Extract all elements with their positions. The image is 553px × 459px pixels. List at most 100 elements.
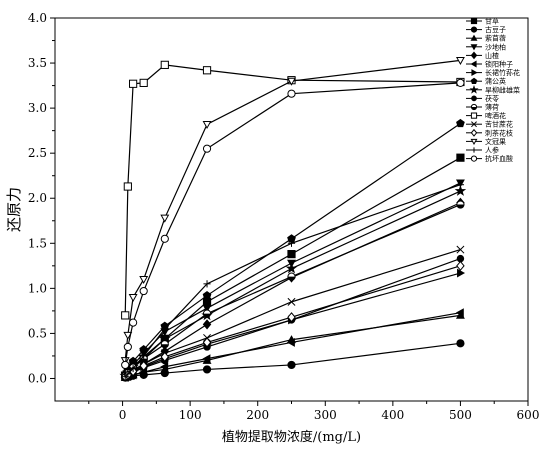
legend-entry: 文冠果 bbox=[466, 137, 506, 146]
series-marker bbox=[123, 182, 132, 191]
legend-entry: 茯苓 bbox=[466, 94, 499, 103]
x-tick-label: 200 bbox=[246, 408, 269, 422]
legend-label: 紫苜蓿 bbox=[485, 34, 506, 43]
series-marker bbox=[470, 155, 478, 162]
series-marker bbox=[470, 34, 478, 41]
series-marker bbox=[202, 354, 211, 364]
legend-entry: 啤酒花 bbox=[466, 111, 506, 120]
series-15 bbox=[120, 56, 465, 366]
x-tick-label: 100 bbox=[179, 408, 202, 422]
series-marker bbox=[470, 51, 478, 60]
series-marker bbox=[160, 351, 170, 362]
legend-entry: 人参 bbox=[466, 146, 499, 155]
y-axis-label: 还原力 bbox=[5, 187, 23, 232]
axes-layer: 0 100 200 300 400 500 600 0.0 0.5 1.0 1.5 2.0 2.5 3.0… bbox=[28, 11, 540, 422]
series-marker bbox=[471, 121, 477, 128]
y-tick-label: 3.5 bbox=[28, 56, 47, 70]
legend-entry: 蒲公英 bbox=[466, 77, 506, 86]
series-marker bbox=[120, 357, 130, 366]
legend-entry: 旱柳雌雄菜 bbox=[466, 85, 520, 94]
series-marker bbox=[202, 319, 212, 330]
series-marker bbox=[160, 234, 169, 243]
legend-label: 刺茶花枝 bbox=[485, 128, 513, 137]
series-11 bbox=[121, 200, 465, 380]
x-tick-label: 300 bbox=[314, 408, 337, 422]
series-marker bbox=[287, 297, 296, 306]
series-line bbox=[124, 59, 461, 361]
series-marker bbox=[456, 78, 465, 87]
series-marker bbox=[456, 204, 465, 209]
series-marker bbox=[287, 360, 296, 370]
series-marker bbox=[139, 360, 148, 371]
series-line bbox=[124, 190, 461, 377]
series-marker bbox=[202, 66, 212, 75]
series-marker bbox=[471, 95, 477, 102]
series-marker bbox=[471, 107, 477, 110]
series-marker bbox=[454, 185, 467, 196]
series-line bbox=[124, 184, 461, 378]
series-line bbox=[124, 272, 461, 377]
series-marker bbox=[202, 120, 212, 129]
series-line bbox=[124, 82, 461, 366]
legend-label: 薄荷 bbox=[485, 103, 499, 112]
series-layer bbox=[119, 56, 467, 383]
legend-label: 啤酒花 bbox=[485, 111, 506, 120]
series-marker bbox=[456, 153, 465, 162]
series-marker bbox=[285, 262, 298, 274]
series-marker bbox=[202, 365, 212, 374]
series-marker bbox=[160, 362, 169, 372]
series-marker bbox=[456, 245, 465, 254]
series-marker bbox=[470, 77, 478, 85]
series-marker bbox=[203, 313, 211, 318]
legend-entry: 古豆子 bbox=[466, 25, 506, 34]
series-marker bbox=[287, 312, 296, 323]
series-line bbox=[125, 342, 461, 379]
series-marker bbox=[129, 79, 138, 88]
series-marker bbox=[470, 26, 478, 33]
legend-entry: 紫苜蓿 bbox=[466, 34, 506, 43]
legend-label: 抗坏血酸 bbox=[485, 154, 513, 163]
series-marker bbox=[470, 60, 477, 68]
legend-label: 山楂 bbox=[485, 51, 499, 60]
series-marker bbox=[287, 89, 296, 98]
series-marker bbox=[469, 85, 479, 94]
legend-label: 长裙竹荪花 bbox=[485, 68, 520, 77]
series-marker bbox=[470, 128, 478, 137]
series-marker bbox=[123, 342, 132, 352]
series-marker bbox=[455, 56, 465, 65]
series-17 bbox=[121, 78, 465, 370]
series-marker bbox=[202, 290, 212, 300]
series-marker bbox=[121, 311, 130, 320]
series-marker bbox=[457, 268, 466, 278]
series-marker bbox=[455, 308, 464, 318]
y-tick-label: 1.5 bbox=[28, 236, 47, 250]
legend-label: 茯苓 bbox=[485, 94, 499, 103]
series-marker bbox=[470, 44, 478, 51]
legend-entry: 山楂 bbox=[466, 51, 499, 60]
y-tick-label: 1.0 bbox=[28, 281, 47, 295]
series-line bbox=[124, 64, 461, 316]
legend-entry: 苦甘蔗花 bbox=[466, 120, 513, 129]
series-13 bbox=[121, 245, 465, 381]
y-tick-label: 2.5 bbox=[28, 146, 47, 160]
legend-entry: 刺茶花枝 bbox=[466, 128, 513, 137]
legend-label: 苦甘蔗花 bbox=[485, 120, 513, 129]
series-marker bbox=[287, 77, 296, 86]
x-axis-label: 植物提取物浓度/(mg/L) bbox=[222, 429, 361, 445]
y-tick-label: 2.0 bbox=[28, 191, 47, 205]
legend-entry: 锁阳种子 bbox=[466, 60, 513, 69]
series-marker bbox=[456, 260, 465, 271]
series-line bbox=[124, 202, 461, 378]
y-tick-label: 3.0 bbox=[28, 101, 47, 115]
series-marker bbox=[456, 118, 465, 128]
series-marker bbox=[139, 286, 148, 296]
series-marker bbox=[139, 78, 148, 87]
series-marker bbox=[202, 297, 212, 306]
series-marker bbox=[128, 293, 138, 302]
series-marker bbox=[160, 60, 169, 69]
x-tick-label: 400 bbox=[381, 408, 404, 422]
legend-label: 人参 bbox=[485, 146, 499, 155]
y-tick-label: 0.5 bbox=[28, 326, 47, 340]
legend-label: 旱柳雌雄菜 bbox=[485, 85, 520, 94]
